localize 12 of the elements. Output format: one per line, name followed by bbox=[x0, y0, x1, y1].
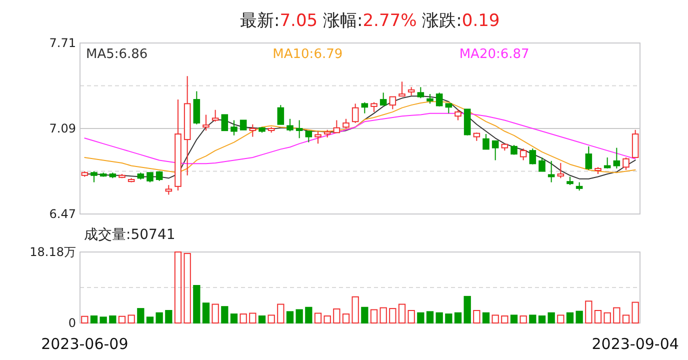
text: MA5:6.86 bbox=[86, 47, 148, 62]
y-tick-label: 7.71 bbox=[49, 36, 76, 50]
y-tick-label: 0 bbox=[68, 316, 76, 330]
text: MA20:6.87 bbox=[459, 47, 530, 62]
chart-title: 成交量:50741 bbox=[84, 227, 176, 243]
text: MA10:6.79 bbox=[272, 47, 343, 62]
x-tick-label: 2023-06-09 bbox=[41, 335, 128, 353]
y-tick-label: 18.18万 bbox=[30, 245, 76, 259]
y-tick-label: 7.09 bbox=[49, 122, 76, 136]
chart-title: 最新:7.05 涨幅:2.77% 涨跌:0.19 bbox=[240, 11, 500, 31]
x-tick-label: 2023-09-04 bbox=[592, 335, 679, 353]
y-tick-label: 6.47 bbox=[49, 207, 76, 221]
